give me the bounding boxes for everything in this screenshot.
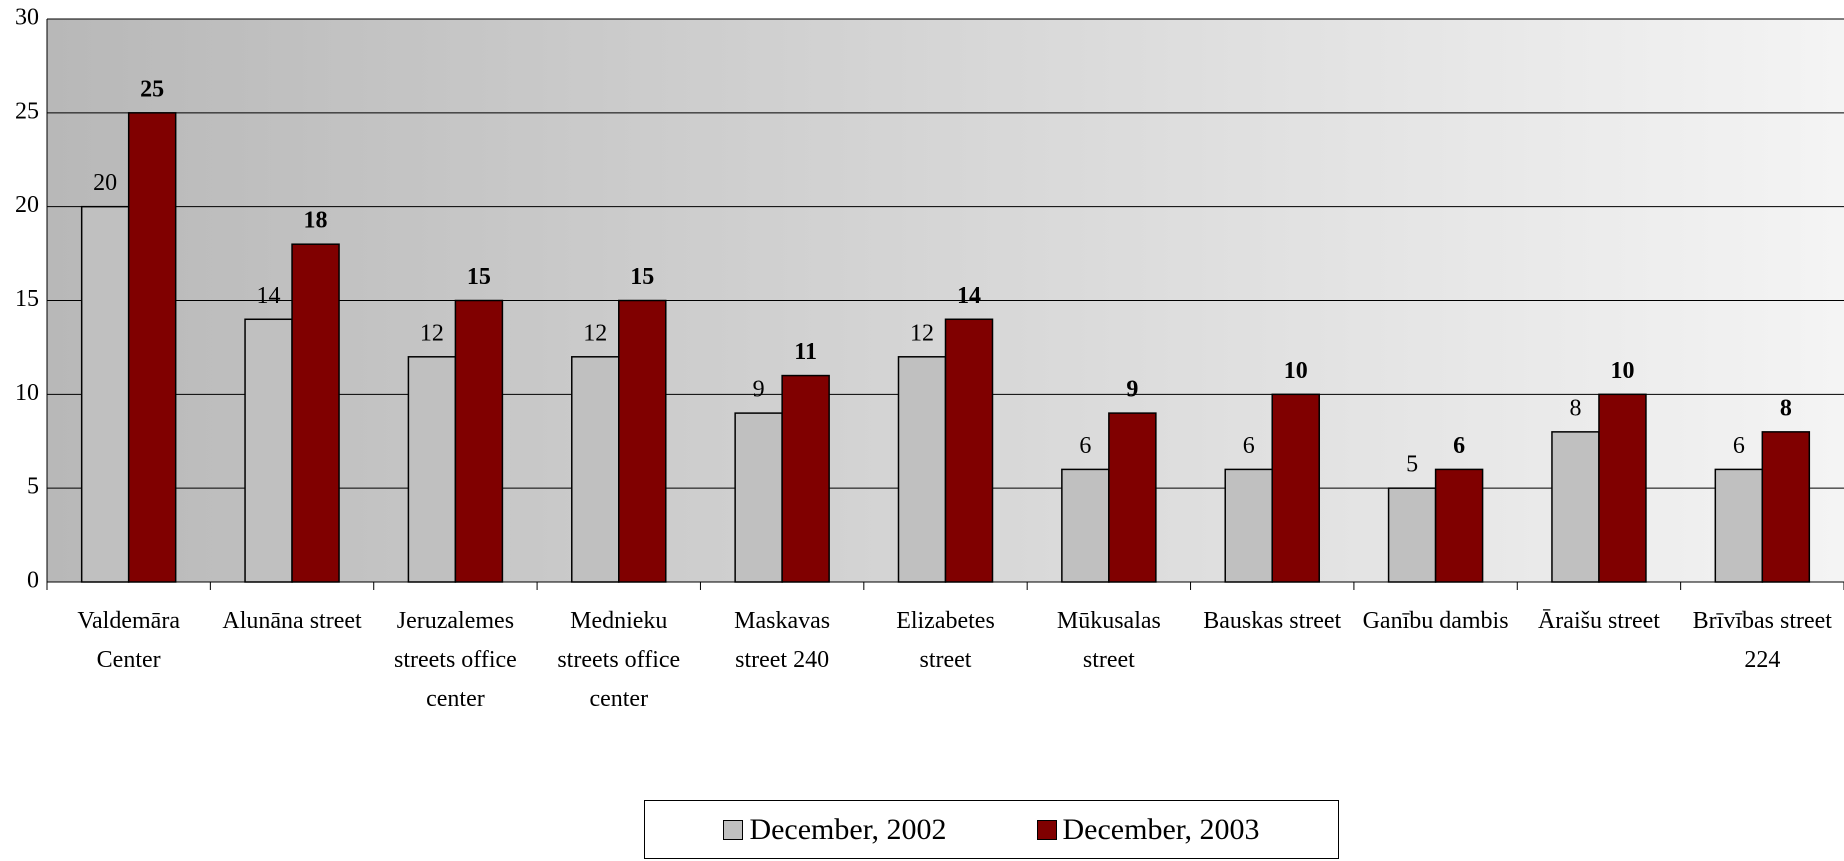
legend-item: December, 2003 (1037, 813, 1260, 847)
bar (1762, 432, 1809, 582)
value-label: 12 (420, 320, 444, 346)
bar (245, 319, 292, 582)
bar (946, 319, 993, 582)
value-label: 9 (753, 377, 765, 403)
x-tick-label: Bauskas street (1197, 602, 1347, 641)
bar (619, 301, 666, 583)
value-label: 10 (1284, 358, 1308, 384)
value-label: 12 (583, 320, 607, 346)
value-label: 6 (1453, 433, 1465, 459)
y-tick-label: 30 (15, 5, 39, 31)
value-label: 10 (1610, 358, 1634, 384)
value-label: 8 (1780, 395, 1792, 421)
bar (1715, 469, 1762, 582)
value-label: 6 (1079, 433, 1091, 459)
y-tick-label: 20 (15, 192, 39, 218)
x-tick-label: Valdemāra Center (54, 602, 204, 680)
bar (899, 357, 946, 582)
x-tick-label: Jeruzalemes streets office center (380, 602, 530, 719)
bar (1109, 413, 1156, 582)
bar (1552, 432, 1599, 582)
x-tick-label: Mūkusalas street (1034, 602, 1184, 680)
bar (1272, 394, 1319, 582)
value-label: 9 (1126, 377, 1138, 403)
x-tick-label: Mednieku streets office center (544, 602, 694, 719)
bar (572, 357, 619, 582)
x-tick-label: Maskavas street 240 (707, 602, 857, 680)
plot: 0 5 10 15 20 25 30 20 25 14 18 12 15 12 15 9 11 12 14 6 9 6 10… (0, 0, 1844, 861)
y-tick-label: 10 (15, 380, 39, 406)
value-label: 15 (467, 264, 491, 290)
legend-label: December, 2003 (1063, 813, 1260, 847)
legend: December, 2002 December, 2003 (644, 800, 1339, 859)
bar (1062, 469, 1109, 582)
legend-swatch (1037, 820, 1057, 840)
bar (129, 113, 176, 582)
bar (1225, 469, 1272, 582)
value-label: 18 (304, 208, 328, 234)
legend-label: December, 2002 (749, 813, 946, 847)
value-label: 14 (957, 283, 981, 309)
value-label: 14 (257, 283, 281, 309)
x-tick-label: Āraišu street (1524, 602, 1674, 641)
y-tick-label: 0 (27, 568, 39, 594)
bar (455, 301, 502, 583)
y-tick-label: 15 (15, 286, 39, 312)
value-label: 8 (1569, 395, 1581, 421)
bar (292, 244, 339, 582)
value-label: 15 (630, 264, 654, 290)
value-label: 6 (1733, 433, 1745, 459)
bar (782, 376, 829, 582)
chart: 0 5 10 15 20 25 30 20 25 14 18 12 15 12 15 9 11 12 14 6 9 6 10… (0, 0, 1844, 861)
x-tick-label: Ganību dambis (1361, 602, 1511, 641)
bar (1389, 488, 1436, 582)
y-tick-label: 25 (15, 98, 39, 124)
x-tick-label: Elizabetes street (871, 602, 1021, 680)
y-tick-label: 5 (27, 474, 39, 500)
legend-item: December, 2002 (723, 813, 946, 847)
bar (1436, 469, 1483, 582)
value-label: 6 (1243, 433, 1255, 459)
x-tick-label: Brīvības street 224 (1687, 602, 1837, 680)
bar (735, 413, 782, 582)
value-label: 25 (140, 76, 164, 102)
legend-swatch (723, 820, 743, 840)
bar (82, 207, 129, 582)
bar (1599, 394, 1646, 582)
value-label: 12 (910, 320, 934, 346)
bar (408, 357, 455, 582)
value-label: 20 (93, 170, 117, 196)
value-label: 11 (794, 339, 817, 365)
value-label: 5 (1406, 452, 1418, 478)
x-tick-label: Alunāna street (217, 602, 367, 641)
